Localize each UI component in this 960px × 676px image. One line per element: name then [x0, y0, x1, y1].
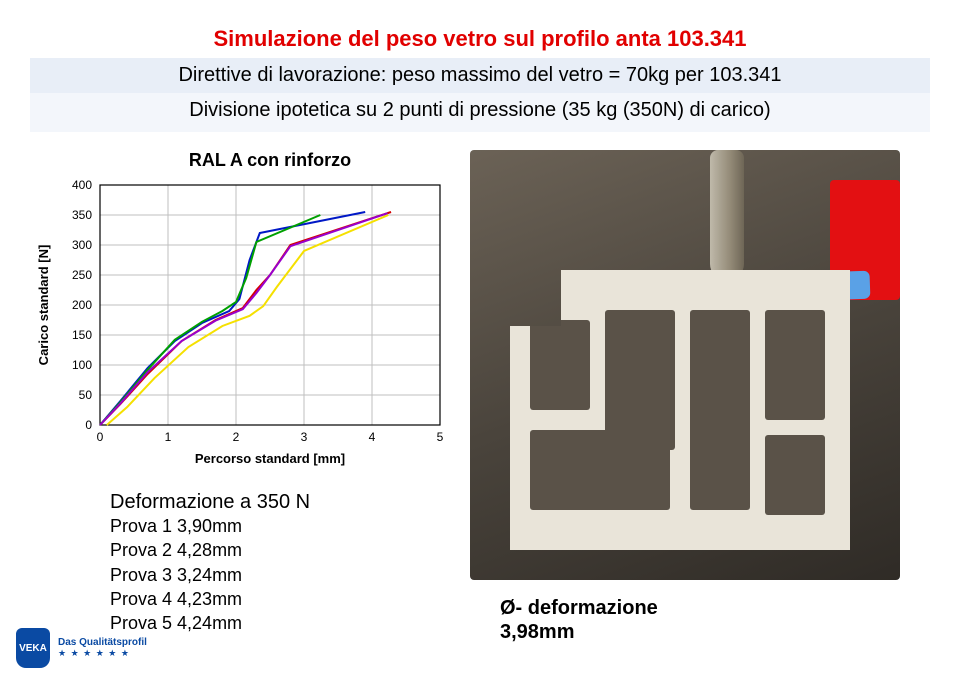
profile-cell	[690, 310, 750, 510]
svg-text:Percorso standard [mm]: Percorso standard [mm]	[195, 451, 345, 466]
subtitle-line-2: Divisione ipotetica su 2 punti di pressi…	[30, 93, 930, 132]
svg-text:3: 3	[301, 430, 308, 444]
result-value: 3,98mm	[500, 621, 575, 643]
svg-text:0: 0	[97, 430, 104, 444]
logo-text-block: Das Qualitätsprofil ★ ★ ★ ★ ★ ★	[58, 637, 147, 659]
svg-text:150: 150	[72, 328, 92, 342]
deformation-row: Prova 4 4,23mm	[110, 587, 450, 611]
header-block: Simulazione del peso vetro sul profilo a…	[30, 20, 930, 132]
svg-text:Carico standard [N]: Carico standard [N]	[36, 245, 51, 366]
result-label: Ø- deformazione 3,98mm	[500, 596, 658, 644]
probe-element	[710, 150, 744, 280]
profile-cell	[605, 310, 675, 450]
logo-tagline: Das Qualitätsprofil	[58, 637, 147, 648]
chart-column: RAL A con rinforzo 012345050100150200250…	[30, 150, 450, 635]
svg-text:4: 4	[369, 430, 376, 444]
deformation-title: Deformazione a 350 N	[110, 491, 450, 514]
subtitle-line-1: Direttive di lavorazione: peso massimo d…	[30, 58, 930, 93]
deformation-block: Deformazione a 350 N Prova 1 3,90mmProva…	[110, 491, 450, 635]
svg-text:100: 100	[72, 358, 92, 372]
svg-text:50: 50	[79, 388, 93, 402]
main-title: Simulazione del peso vetro sul profilo a…	[213, 26, 746, 51]
deformation-row: Prova 2 4,28mm	[110, 538, 450, 562]
profile-cell	[530, 430, 670, 510]
content-row: RAL A con rinforzo 012345050100150200250…	[30, 150, 930, 635]
profile-photo	[470, 150, 900, 580]
svg-text:350: 350	[72, 208, 92, 222]
svg-text:1: 1	[165, 430, 172, 444]
deformation-row: Prova 1 3,90mm	[110, 514, 450, 538]
svg-text:2: 2	[233, 430, 240, 444]
brand-logo: VEKA Das Qualitätsprofil ★ ★ ★ ★ ★ ★	[16, 628, 147, 668]
svg-text:250: 250	[72, 268, 92, 282]
svg-text:400: 400	[72, 178, 92, 192]
svg-text:200: 200	[72, 298, 92, 312]
photo-column	[470, 150, 930, 580]
logo-badge: VEKA	[16, 628, 50, 668]
deformation-rows: Prova 1 3,90mmProva 2 4,28mmProva 3 3,24…	[110, 514, 450, 635]
profile-cell	[765, 310, 825, 420]
profile-cell	[765, 435, 825, 515]
result-text: Ø- deformazione	[500, 597, 658, 619]
deformation-row: Prova 5 4,24mm	[110, 611, 450, 635]
logo-stars: ★ ★ ★ ★ ★ ★	[58, 648, 147, 659]
svg-text:5: 5	[437, 430, 444, 444]
profile-cross-section	[510, 270, 850, 550]
profile-cell	[530, 320, 590, 410]
chart-title: RAL A con rinforzo	[90, 150, 450, 171]
svg-text:300: 300	[72, 238, 92, 252]
title-row: Simulazione del peso vetro sul profilo a…	[30, 20, 930, 58]
deformation-row: Prova 3 3,24mm	[110, 563, 450, 587]
svg-text:0: 0	[85, 418, 92, 432]
line-chart: 012345050100150200250300350400Percorso s…	[30, 175, 450, 475]
